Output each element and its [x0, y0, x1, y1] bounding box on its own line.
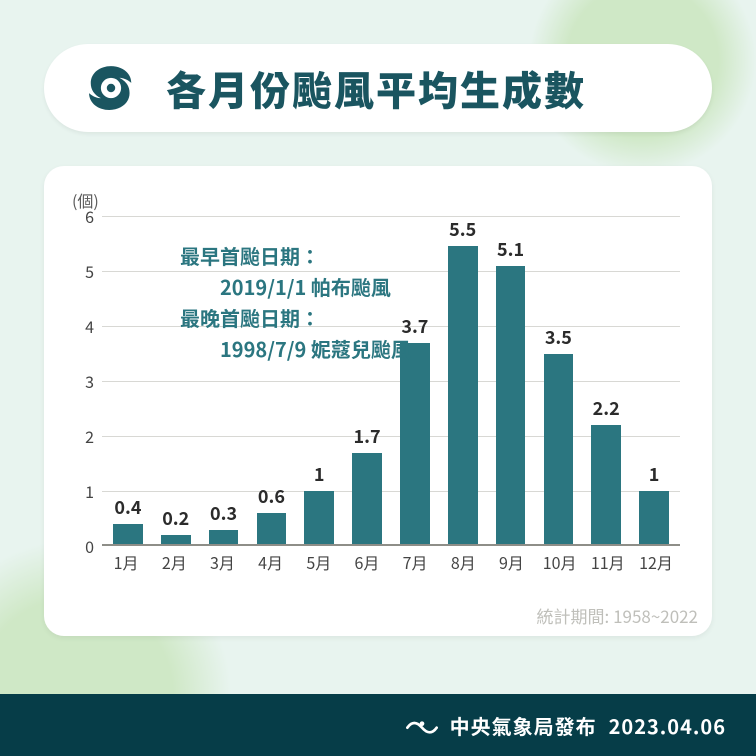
x-labels: 1月2月3月4月5月6月7月8月9月10月11月12月 [102, 550, 680, 576]
bar [639, 491, 669, 546]
bar-value-label: 1 [649, 461, 660, 487]
bar-value-label: 0.6 [258, 483, 285, 509]
bar-value-label: 0.3 [210, 500, 237, 526]
bar-value-label: 1 [314, 461, 325, 487]
bar-column: 3.5 [534, 216, 582, 546]
bar [352, 453, 382, 547]
bar [591, 425, 621, 546]
y-tick-label: 2 [85, 424, 94, 448]
annotation-line: 1998/7/9 妮蔻兒颱風 [180, 333, 411, 364]
bar [113, 524, 143, 546]
typhoon-icon [84, 61, 138, 115]
page-title: 各月份颱風平均生成數 [166, 59, 586, 117]
bar-column: 2.2 [582, 216, 630, 546]
bar-value-label: 3.5 [545, 324, 572, 350]
y-tick-label: 0 [85, 534, 94, 558]
bar-value-label: 0.2 [162, 505, 189, 531]
bar-value-label: 5.1 [497, 236, 524, 262]
bar-column: 5.1 [487, 216, 535, 546]
x-tick-label: 2月 [150, 550, 198, 576]
stat-period-label: 統計期間: 1958~2022 [537, 603, 698, 628]
bar-column: 5.5 [439, 216, 487, 546]
x-tick-label: 5月 [295, 550, 343, 576]
bar-value-label: 1.7 [354, 423, 381, 449]
y-ticks: 0123456 [70, 216, 102, 546]
title-pill: 各月份颱風平均生成數 [44, 44, 712, 132]
bar [448, 246, 478, 546]
bar-column: 0.4 [104, 216, 152, 546]
footer-org: 中央氣象局發布 [450, 711, 597, 740]
footer-date: 2023.04.06 [609, 711, 726, 740]
bar-value-label: 5.5 [449, 216, 476, 242]
x-tick-label: 3月 [198, 550, 246, 576]
bar-value-label: 2.2 [593, 395, 620, 421]
chart-annotation: 最早首颱日期： 2019/1/1 帕布颱風最晚首颱日期： 1998/7/9 妮蔻… [180, 240, 411, 364]
annotation-line: 2019/1/1 帕布颱風 [180, 271, 411, 302]
bar [400, 343, 430, 547]
y-tick-label: 3 [85, 369, 94, 393]
bar-column: 1 [630, 216, 678, 546]
bar-chart: 0123456 0.40.20.30.611.73.75.55.13.52.21… [70, 216, 686, 576]
plot-area: 0.40.20.30.611.73.75.55.13.52.21 最早首颱日期：… [102, 216, 680, 546]
footer-bar: 中央氣象局發布 2023.04.06 [0, 694, 756, 756]
cwb-logo-icon [406, 714, 438, 736]
annotation-line: 最早首颱日期： [180, 240, 411, 271]
x-tick-label: 1月 [102, 550, 150, 576]
x-tick-label: 9月 [487, 550, 535, 576]
y-tick-label: 5 [85, 259, 94, 283]
bar [257, 513, 287, 546]
annotation-line: 最晚首颱日期： [180, 302, 411, 333]
bar [544, 354, 574, 547]
bar-value-label: 0.4 [114, 494, 141, 520]
y-tick-label: 4 [85, 314, 94, 338]
x-tick-label: 11月 [584, 550, 632, 576]
bar [496, 266, 526, 547]
content-root: 各月份颱風平均生成數 (個) 0 1 2 3 4 5 6 0.4 0.2 0.3 0.6 1 1.7 3… [0, 0, 756, 756]
x-axis-line [102, 544, 680, 546]
x-tick-label: 4月 [247, 550, 295, 576]
x-tick-label: 6月 [343, 550, 391, 576]
x-tick-label: 12月 [632, 550, 680, 576]
y-axis-unit: (個) [72, 188, 686, 212]
x-tick-label: 7月 [391, 550, 439, 576]
chart-card: (個) 0123456 0.40.20.30.611.73.75.55.13.5… [44, 166, 712, 636]
x-tick-label: 10月 [536, 550, 584, 576]
y-tick-label: 6 [85, 204, 94, 228]
y-tick-label: 1 [85, 479, 94, 503]
x-tick-label: 8月 [439, 550, 487, 576]
bar [304, 491, 334, 546]
